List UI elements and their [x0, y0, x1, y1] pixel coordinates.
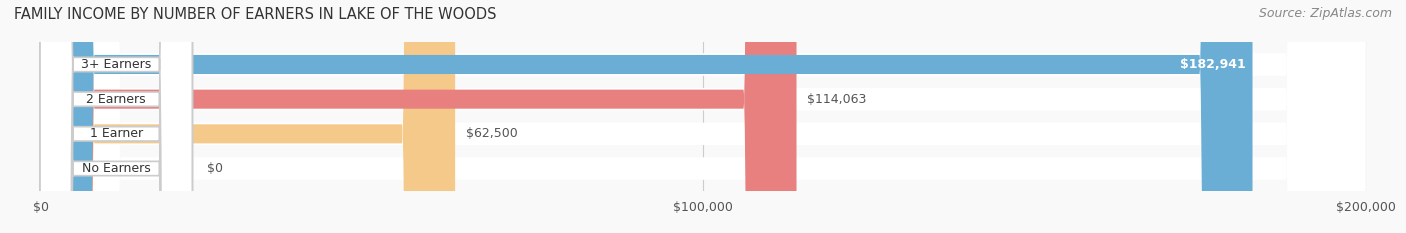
- Text: $182,941: $182,941: [1180, 58, 1246, 71]
- Text: $114,063: $114,063: [807, 93, 866, 106]
- FancyBboxPatch shape: [41, 0, 1365, 233]
- FancyBboxPatch shape: [41, 0, 1365, 233]
- FancyBboxPatch shape: [39, 0, 193, 233]
- Text: 3+ Earners: 3+ Earners: [82, 58, 152, 71]
- FancyBboxPatch shape: [39, 0, 193, 233]
- FancyBboxPatch shape: [41, 0, 456, 233]
- Text: FAMILY INCOME BY NUMBER OF EARNERS IN LAKE OF THE WOODS: FAMILY INCOME BY NUMBER OF EARNERS IN LA…: [14, 7, 496, 22]
- Text: $0: $0: [207, 162, 224, 175]
- FancyBboxPatch shape: [41, 0, 1253, 233]
- FancyBboxPatch shape: [41, 0, 1365, 233]
- FancyBboxPatch shape: [39, 0, 193, 233]
- Text: Source: ZipAtlas.com: Source: ZipAtlas.com: [1258, 7, 1392, 20]
- Text: 2 Earners: 2 Earners: [86, 93, 146, 106]
- FancyBboxPatch shape: [41, 0, 1365, 233]
- Text: No Earners: No Earners: [82, 162, 150, 175]
- Text: $62,500: $62,500: [465, 127, 517, 140]
- FancyBboxPatch shape: [41, 0, 797, 233]
- FancyBboxPatch shape: [39, 0, 193, 233]
- Text: 1 Earner: 1 Earner: [90, 127, 143, 140]
